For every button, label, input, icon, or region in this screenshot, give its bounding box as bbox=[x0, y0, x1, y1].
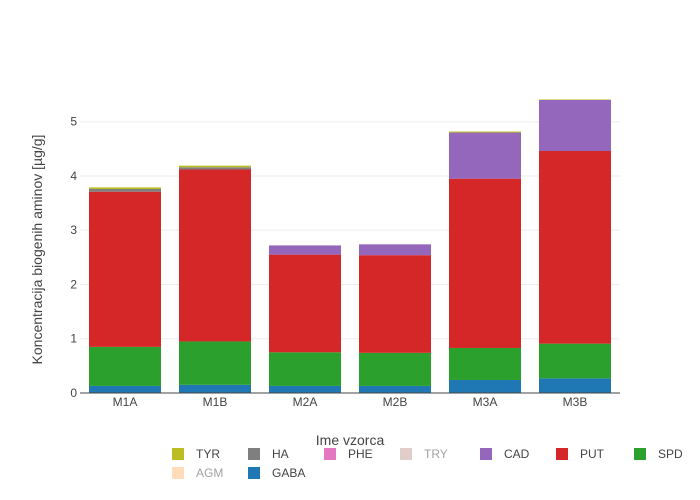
bar-segment-cad-m2a[interactable] bbox=[269, 245, 341, 255]
legend-swatch bbox=[324, 448, 336, 460]
y-tick-label: 4 bbox=[70, 169, 77, 183]
bar-segment-spd-m3a[interactable] bbox=[449, 347, 521, 380]
bar-segment-cad-m2b[interactable] bbox=[359, 244, 431, 256]
bar-segment-gaba-m1b[interactable] bbox=[179, 384, 251, 393]
bar-segment-gaba-m3b[interactable] bbox=[539, 378, 611, 393]
legend-label: PUT bbox=[580, 447, 605, 461]
bar-segment-tyr-m3a[interactable] bbox=[449, 131, 521, 133]
x-tick-label: M3A bbox=[473, 395, 498, 409]
legend-swatch bbox=[556, 448, 568, 460]
x-tick-labels: M1A M1B M2A M2B M3A M3B bbox=[113, 395, 588, 409]
bars bbox=[89, 99, 611, 393]
bar-segment-ha-m1b[interactable] bbox=[179, 167, 251, 170]
bar-segment-put-m1b[interactable] bbox=[179, 169, 251, 342]
legend-label: SPD bbox=[658, 447, 683, 461]
x-tick-label: M3B bbox=[563, 395, 588, 409]
bar-segment-spd-m2b[interactable] bbox=[359, 352, 431, 386]
bar-segment-put-m3b[interactable] bbox=[539, 151, 611, 344]
bar-segment-spd-m1b[interactable] bbox=[179, 341, 251, 385]
bar-segment-tyr-m3b[interactable] bbox=[539, 99, 611, 100]
bar-segment-put-m2a[interactable] bbox=[269, 254, 341, 353]
y-axis-title: Koncentracija biogenih aminov [µg/g] bbox=[29, 135, 45, 365]
y-tick-label: 2 bbox=[70, 277, 77, 291]
legend-item-cad[interactable]: CAD bbox=[480, 447, 530, 461]
bar-segment-cad-m3a[interactable] bbox=[449, 132, 521, 179]
legend-label: AGM bbox=[196, 466, 223, 480]
x-tick-label: M1B bbox=[203, 395, 228, 409]
legend-item-phe[interactable]: PHE bbox=[324, 447, 373, 461]
legend-swatch bbox=[248, 467, 260, 479]
bar-segment-tyr-m1a[interactable] bbox=[89, 187, 161, 189]
legend-item-ha[interactable]: HA bbox=[248, 447, 289, 461]
bar-segment-ha-m1a[interactable] bbox=[89, 188, 161, 192]
legend-item-tyr[interactable]: TYR bbox=[172, 447, 220, 461]
x-axis-title: Ime vzorca bbox=[316, 432, 385, 448]
y-tick-label: 5 bbox=[70, 115, 77, 129]
x-tick-label: M1A bbox=[113, 395, 138, 409]
legend-swatch bbox=[480, 448, 492, 460]
legend-label: TYR bbox=[196, 447, 220, 461]
legend-swatch bbox=[400, 448, 412, 460]
legend-label: GABA bbox=[272, 466, 305, 480]
legend[interactable]: TYR HA PHE TRY CAD PUT SPD AGM GABA bbox=[172, 447, 683, 480]
bar-segment-gaba-m1a[interactable] bbox=[89, 385, 161, 393]
bar-segment-gaba-m3a[interactable] bbox=[449, 379, 521, 393]
bar-segment-put-m2b[interactable] bbox=[359, 255, 431, 353]
y-tick-labels: 0 1 2 3 4 5 bbox=[70, 115, 77, 400]
bar-segment-put-m1a[interactable] bbox=[89, 191, 161, 347]
legend-item-gaba[interactable]: GABA bbox=[248, 466, 305, 480]
legend-label: PHE bbox=[348, 447, 373, 461]
legend-label: HA bbox=[272, 447, 289, 461]
y-tick-label: 0 bbox=[70, 386, 77, 400]
bar-segment-gaba-m2b[interactable] bbox=[359, 385, 431, 393]
legend-item-try[interactable]: TRY bbox=[400, 447, 448, 461]
y-tick-label: 3 bbox=[70, 223, 77, 237]
bar-segment-spd-m2a[interactable] bbox=[269, 352, 341, 386]
x-tick-label: M2A bbox=[293, 395, 318, 409]
legend-item-agm[interactable]: AGM bbox=[172, 466, 223, 480]
legend-label: CAD bbox=[504, 447, 530, 461]
bar-segment-spd-m3b[interactable] bbox=[539, 343, 611, 379]
bar-segment-cad-m3b[interactable] bbox=[539, 100, 611, 152]
legend-swatch bbox=[172, 467, 184, 479]
bar-segment-put-m3a[interactable] bbox=[449, 178, 521, 348]
x-tick-label: M2B bbox=[383, 395, 408, 409]
bar-segment-spd-m1a[interactable] bbox=[89, 346, 161, 386]
grid-lines bbox=[80, 121, 620, 340]
legend-item-spd[interactable]: SPD bbox=[634, 447, 683, 461]
legend-swatch bbox=[248, 448, 260, 460]
legend-swatch bbox=[634, 448, 646, 460]
legend-swatch bbox=[172, 448, 184, 460]
y-tick-label: 1 bbox=[70, 332, 77, 346]
legend-item-put[interactable]: PUT bbox=[556, 447, 605, 461]
bar-segment-tyr-m1b[interactable] bbox=[179, 165, 251, 168]
bar-segment-gaba-m2a[interactable] bbox=[269, 385, 341, 393]
legend-label: TRY bbox=[424, 447, 448, 461]
